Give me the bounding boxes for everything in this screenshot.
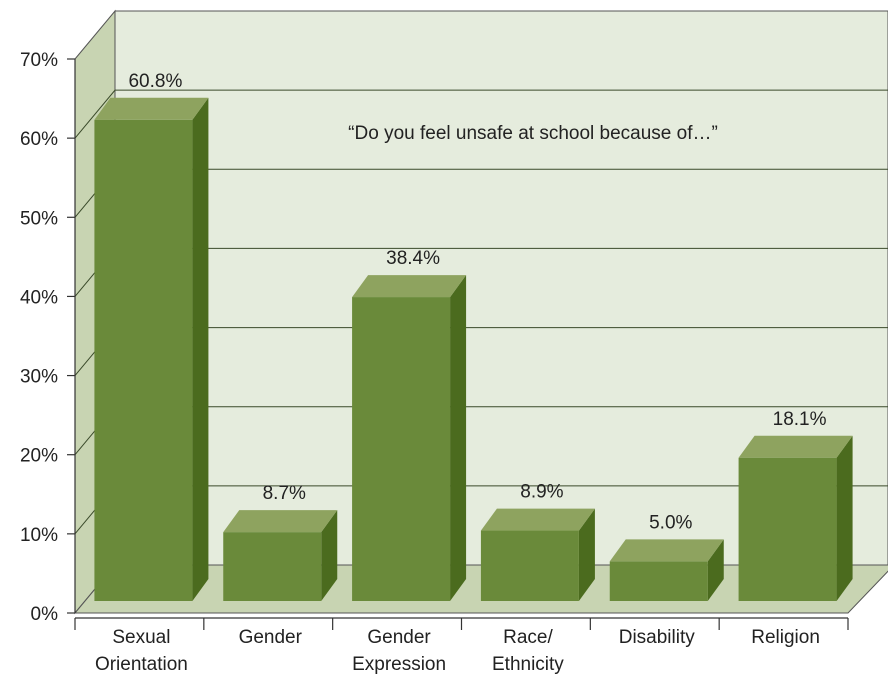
data-label: 38.4% [386,248,440,269]
bar-front [609,561,708,601]
bar-side [450,275,467,601]
bar-front [480,530,579,601]
category-label: Ethnicity [492,654,564,675]
bars [94,97,853,601]
labels: 0% 10% 20% 30% 40% 50% 60% 70% 60.8% Sexual Orient… [20,50,827,675]
data-label: 18.1% [773,409,827,430]
category-label: Disability [619,627,696,648]
axes [67,58,849,630]
bar-side [578,508,595,601]
chart-annotation: “Do you feel unsafe at school because of… [348,123,718,144]
bar-front [94,119,193,601]
category-label: Gender [367,627,431,648]
bar-top [94,97,209,120]
y-tick-label: 0% [31,604,59,625]
data-label: 60.8% [128,71,182,92]
y-tick-label: 40% [20,287,58,308]
bar [609,539,724,601]
y-tick-label: 50% [20,208,58,229]
y-tick-label: 10% [20,525,58,546]
bar-top [480,508,595,531]
data-label: 8.9% [520,482,563,503]
bar-top [738,435,853,458]
bar-front [352,297,451,601]
data-label: 8.7% [263,483,306,504]
bar-side [836,435,853,601]
y-tick-label: 60% [20,129,58,150]
bar [480,508,595,601]
bar-side [707,539,724,601]
category-label: Race/ [503,627,553,648]
category-label: Gender [239,627,303,648]
bar-side [321,510,338,601]
bar [738,435,853,601]
bar [94,97,209,601]
data-label: 5.0% [649,512,692,533]
bar-front [223,532,322,601]
y-tick-label: 30% [20,367,58,388]
bar-top [223,510,338,533]
bar [352,275,467,601]
bar-top [609,539,724,562]
bar-top [352,275,467,298]
y-tick-label: 20% [20,446,58,467]
gridline [74,89,888,139]
y-tick-label: 70% [20,50,58,71]
category-label: Sexual [112,627,170,648]
category-label: Religion [751,627,820,648]
category-label: Expression [352,654,446,675]
category-label: Orientation [95,654,188,675]
bar-front [738,457,837,601]
bar-side [192,97,209,601]
bar [223,510,338,601]
